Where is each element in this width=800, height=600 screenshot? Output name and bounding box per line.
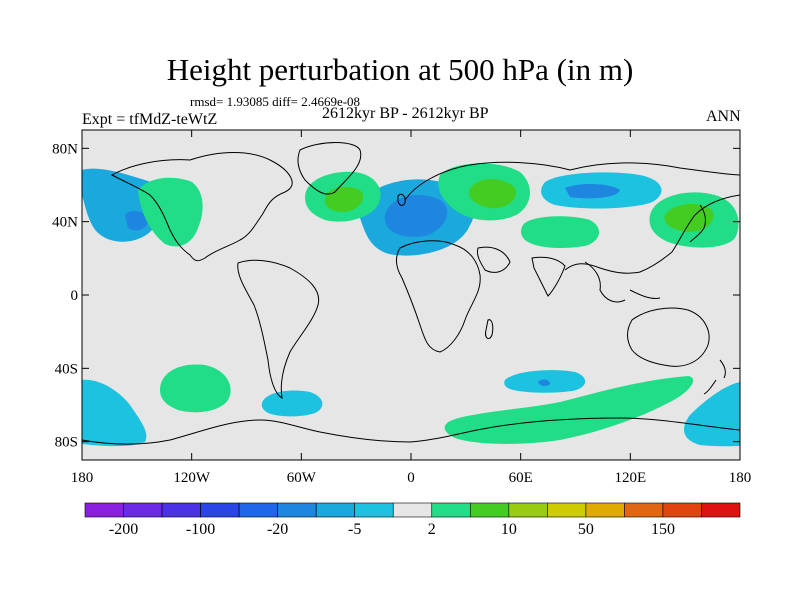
coast-southeast-asia [584,261,661,303]
stats-label: rmsd= 1.93085 diff= 2.4669e-08 [190,94,361,109]
colorbar-swatch [354,502,394,518]
coast-antarctica [82,417,740,445]
coast-uk [397,193,406,206]
colorbar-swatch [701,502,741,518]
coastlines [82,142,740,445]
colorbar-swatch [662,502,702,518]
coast-india [531,256,566,297]
anomaly-south-pacific-high [160,364,231,413]
colorbar-swatch [431,502,471,518]
anomaly-russia-high [438,163,530,221]
colorbar-label: -200 [109,521,138,538]
lon-tick-label: 60W [287,470,317,486]
anomaly-south-indian-low [504,370,586,393]
season-label: ANN [706,108,741,125]
colorbar-label: -5 [348,521,361,538]
lon-tick-label: 60E [509,470,533,486]
colorbar-swatch [315,502,356,518]
coast-japan [689,204,706,243]
anomaly-central-asia-high [520,216,600,248]
colorbar-swatch [238,502,278,518]
lon-tick-label: 120E [614,470,646,486]
lat-tick-label: 0 [71,288,79,304]
lon-tick-label: 120W [173,470,211,486]
lat-tick-label: 40S [55,361,78,377]
plot-title: Height perturbation at 500 hPa (in m) [166,52,634,87]
colorbar-label: -20 [267,521,288,538]
colorbar-swatch [547,502,587,518]
coast-madagascar [485,319,494,340]
anomaly-north-atlantic-high [305,171,381,222]
lat-tick-label: 80S [55,435,78,451]
colorbar-label: 50 [578,521,594,538]
lon-tick-label: 180 [729,470,752,486]
period-label: 2612kyr BP - 2612kyr BP [322,105,489,122]
coast-north-america [110,152,293,262]
colorbar-swatch [200,502,240,518]
colorbar-swatch [161,502,201,518]
anomaly-ross-sea-low [684,382,740,447]
coast-europe [404,161,740,201]
colorbar-swatch [84,502,124,518]
colorbar-swatch [508,502,548,518]
lat-tick-label: 40N [52,215,78,231]
coast-asia-east [564,194,740,274]
coast-south-america [237,259,320,399]
lat-tick-label: 80N [52,141,78,157]
colorbar-swatch [392,502,433,518]
colorbar-label: 150 [651,521,675,538]
coast-africa [395,240,481,353]
coast-greenland [297,142,362,195]
anomaly-east-asia-high [649,192,739,248]
anomaly-antarctic-ring-high [444,376,694,444]
longitude-axis: 180 120W 60W 0 60E 120E 180 [71,130,752,486]
coast-australia [627,307,710,367]
coast-new-zealand [703,359,726,395]
colorbar-label: 2 [428,521,436,538]
colorbar-swatch [469,502,510,518]
coast-arabia [477,246,511,273]
anomaly-northwest-america-high [138,177,203,247]
latitude-axis: 80N 40N 0 40S 80S [52,141,740,451]
anomaly-siberia-low [541,172,662,209]
anomaly-layer [82,163,740,447]
colorbar: -200 -100 -20 -5 2 10 50 150 [84,502,741,538]
colorbar-swatch [585,502,625,518]
colorbar-label: 10 [501,521,517,538]
lon-tick-label: 180 [71,470,94,486]
anomaly-drake-passage-low [261,390,323,417]
colorbar-swatch [624,502,664,518]
lon-tick-label: 0 [407,470,415,486]
colorbar-label: -100 [186,521,215,538]
colorbar-swatch [277,502,317,518]
experiment-label: Expt = tfMdZ-teWtZ [82,111,218,128]
anomaly-southwest-pacific-low [82,379,147,447]
colorbar-swatch [123,502,163,518]
